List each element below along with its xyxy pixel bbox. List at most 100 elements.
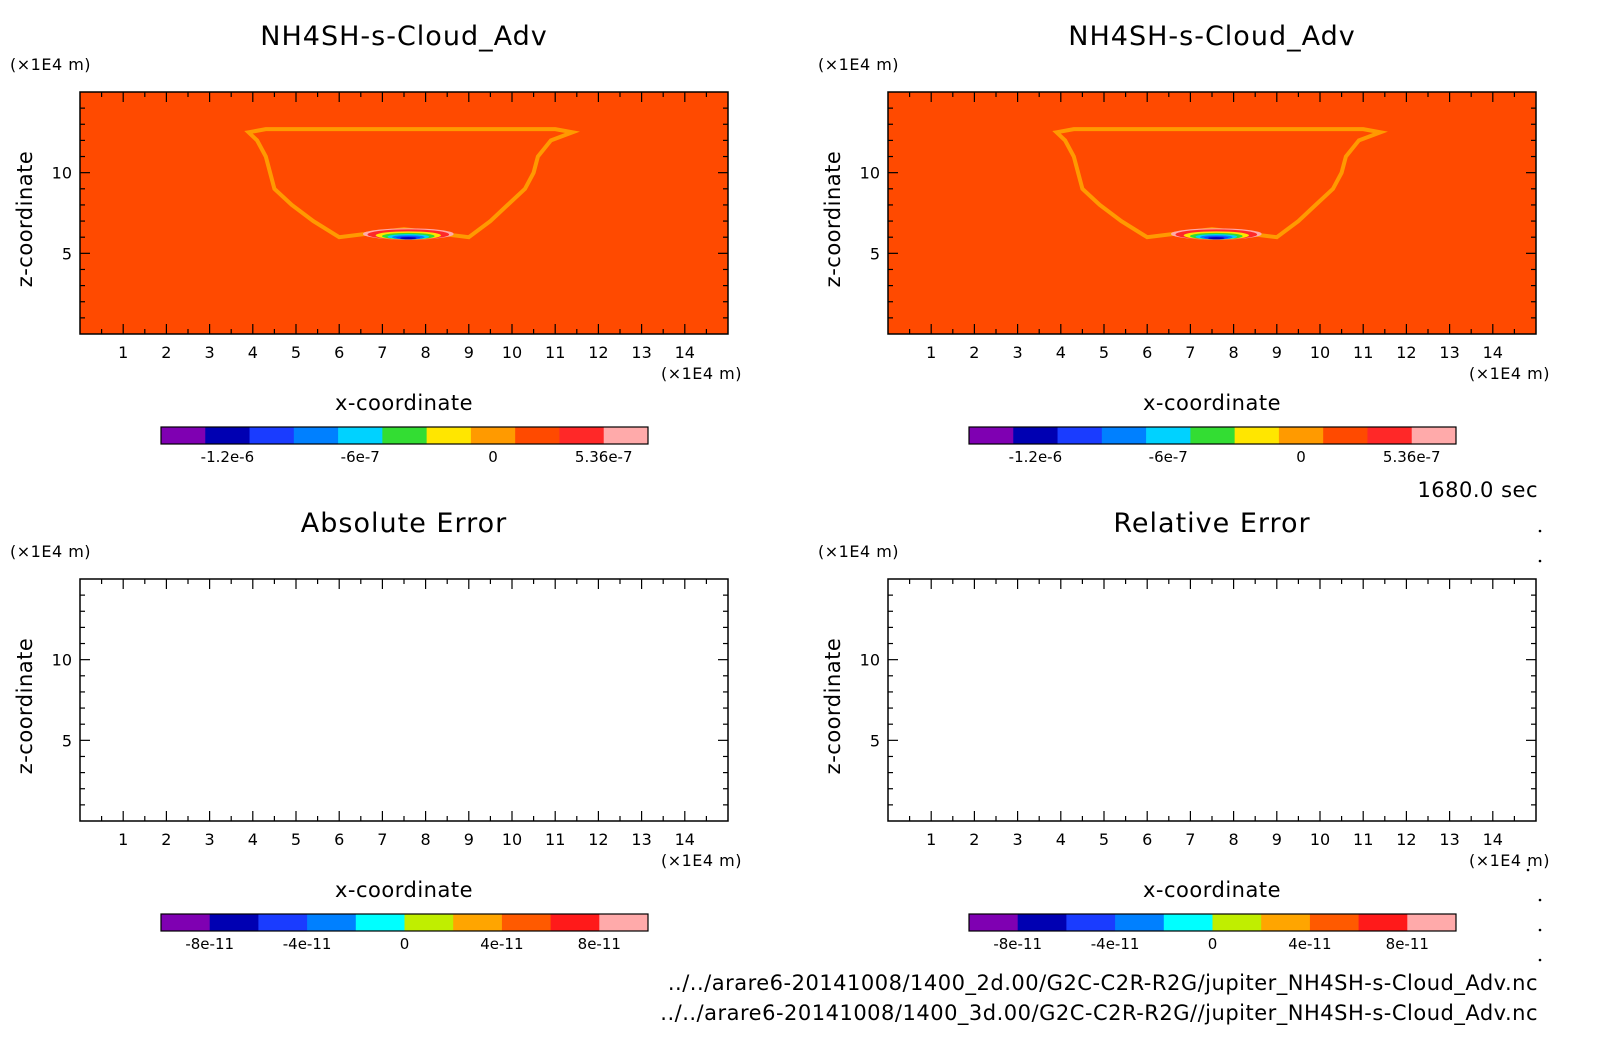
panel-4: Relative Error (×1E4 m) (×1E4 m) x-coordina…: [818, 508, 1550, 953]
colorbar-swatch: [293, 427, 339, 444]
y-unit-label: (×1E4 m): [10, 55, 91, 74]
x-tick-label: 8: [1229, 830, 1239, 849]
y-axis-label: z-coordinate: [821, 151, 845, 288]
colorbar-swatch: [1261, 914, 1311, 931]
colorbar-swatch: [1278, 427, 1324, 444]
x-tick-label: 13: [1439, 343, 1459, 362]
colorbar-swatch: [404, 914, 454, 931]
y-axis-label: z-coordinate: [13, 638, 37, 775]
colorbar-swatch: [307, 914, 357, 931]
x-tick-label: 3: [205, 343, 215, 362]
x-tick-label: 4: [248, 830, 258, 849]
colorbar-swatch: [1066, 914, 1116, 931]
x-axis-label: x-coordinate: [335, 391, 473, 415]
colorbar-swatch: [1190, 427, 1236, 444]
colorbar-swatch: [209, 914, 259, 931]
colorbar-label: 4e-11: [480, 935, 523, 953]
x-tick-label: 12: [588, 343, 608, 362]
x-tick-label: 14: [1483, 830, 1503, 849]
colorbar-swatch: [1057, 427, 1103, 444]
colorbar-label: 0: [1296, 448, 1306, 466]
y-tick-label: 10: [860, 164, 880, 183]
x-tick-label: 13: [631, 830, 651, 849]
anomaly-level-7: [400, 237, 417, 240]
colorbar-swatch: [1309, 914, 1360, 931]
colorbar-label: 8e-11: [1386, 935, 1429, 953]
x-tick-label: 1: [118, 343, 128, 362]
colorbar-swatch: [515, 427, 560, 444]
colorbar-frame: [968, 913, 1457, 932]
anomaly-level-7: [1208, 237, 1225, 240]
colorbar-swatch: [1101, 427, 1147, 444]
colorbar-swatch: [1358, 914, 1408, 931]
x-tick-label: 9: [464, 343, 474, 362]
colorbar-swatch: [355, 914, 405, 931]
field-background: [80, 579, 728, 821]
colorbar-swatch: [205, 427, 251, 444]
x-tick-label: 10: [502, 343, 522, 362]
cloud-outline-contour: [244, 127, 580, 240]
y-tick-label: 10: [52, 651, 72, 670]
panel-title: NH4SH-s-Cloud_Adv: [260, 21, 547, 52]
x-tick-label: 4: [1056, 830, 1066, 849]
colorbar-swatch: [1013, 427, 1059, 444]
x-tick-label: 2: [969, 343, 979, 362]
y-tick-label: 5: [870, 244, 880, 263]
colorbar-label: -4e-11: [283, 935, 332, 953]
x-tick-label: 5: [1099, 830, 1109, 849]
colorbar-label: 0: [400, 935, 410, 953]
x-tick-label: 6: [1142, 343, 1152, 362]
colorbar-frame: [160, 913, 649, 932]
colorbar-swatch: [426, 427, 472, 444]
file-path-2: ../../arare6-20141008/1400_3d.00/G2C-C2R…: [660, 1001, 1538, 1026]
colorbar-swatch: [470, 427, 516, 444]
colorbar-swatch: [969, 427, 1014, 444]
colorbar-swatch: [338, 427, 383, 444]
x-axis-label: x-coordinate: [1143, 878, 1281, 902]
colorbar-swatch: [1163, 914, 1213, 931]
x-tick-label: 11: [1353, 830, 1373, 849]
x-tick-label: 1: [118, 830, 128, 849]
x-tick-label: 10: [1310, 830, 1330, 849]
colorbar: -1.2e-6 -6e-7 0 5.36e-7: [160, 426, 649, 466]
colorbar-swatch: [969, 914, 1019, 931]
y-unit-label: (×1E4 m): [818, 55, 899, 74]
x-tick-label: 3: [1013, 343, 1023, 362]
colorbar-label: -6e-7: [341, 448, 380, 466]
x-unit-label: (×1E4 m): [1469, 851, 1550, 870]
colorbar-swatch: [1323, 427, 1368, 444]
panel-3: Absolute Error (×1E4 m) (×1E4 m) x-coordina…: [10, 508, 742, 953]
x-tick-label: 11: [545, 343, 565, 362]
colorbar-label: -8e-11: [185, 935, 234, 953]
x-tick-label: 6: [1142, 830, 1152, 849]
x-tick-label: 6: [334, 343, 344, 362]
x-tick-label: 1: [926, 830, 936, 849]
colorbar-label: -1.2e-6: [1009, 448, 1062, 466]
colorbar-swatch: [1146, 427, 1191, 444]
colorbar-label: -4e-11: [1091, 935, 1140, 953]
x-tick-label: 4: [1056, 343, 1066, 362]
y-tick-label: 5: [62, 731, 72, 750]
x-tick-label: 1: [926, 343, 936, 362]
x-axis-label: x-coordinate: [335, 878, 473, 902]
panel-title: Absolute Error: [301, 508, 507, 539]
x-tick-label: 9: [1272, 830, 1282, 849]
colorbar-swatch: [161, 914, 211, 931]
x-tick-label: 12: [1396, 343, 1416, 362]
x-tick-label: 10: [502, 830, 522, 849]
x-tick-label: 8: [421, 343, 431, 362]
colorbar-label: 8e-11: [578, 935, 621, 953]
colorbar-swatch: [258, 914, 308, 931]
x-tick-label: 4: [248, 343, 258, 362]
x-tick-label: 14: [675, 343, 695, 362]
file-path-1: ../../arare6-20141008/1400_2d.00/G2C-C2R…: [668, 971, 1538, 996]
x-tick-label: 2: [161, 343, 171, 362]
x-tick-label: 9: [1272, 343, 1282, 362]
x-tick-label: 13: [631, 343, 651, 362]
colorbar-swatch: [1234, 427, 1280, 444]
x-tick-label: 2: [161, 830, 171, 849]
x-tick-label: 5: [1099, 343, 1109, 362]
colorbar-swatch: [1407, 914, 1457, 931]
x-tick-label: 8: [1229, 343, 1239, 362]
x-tick-label: 5: [291, 830, 301, 849]
